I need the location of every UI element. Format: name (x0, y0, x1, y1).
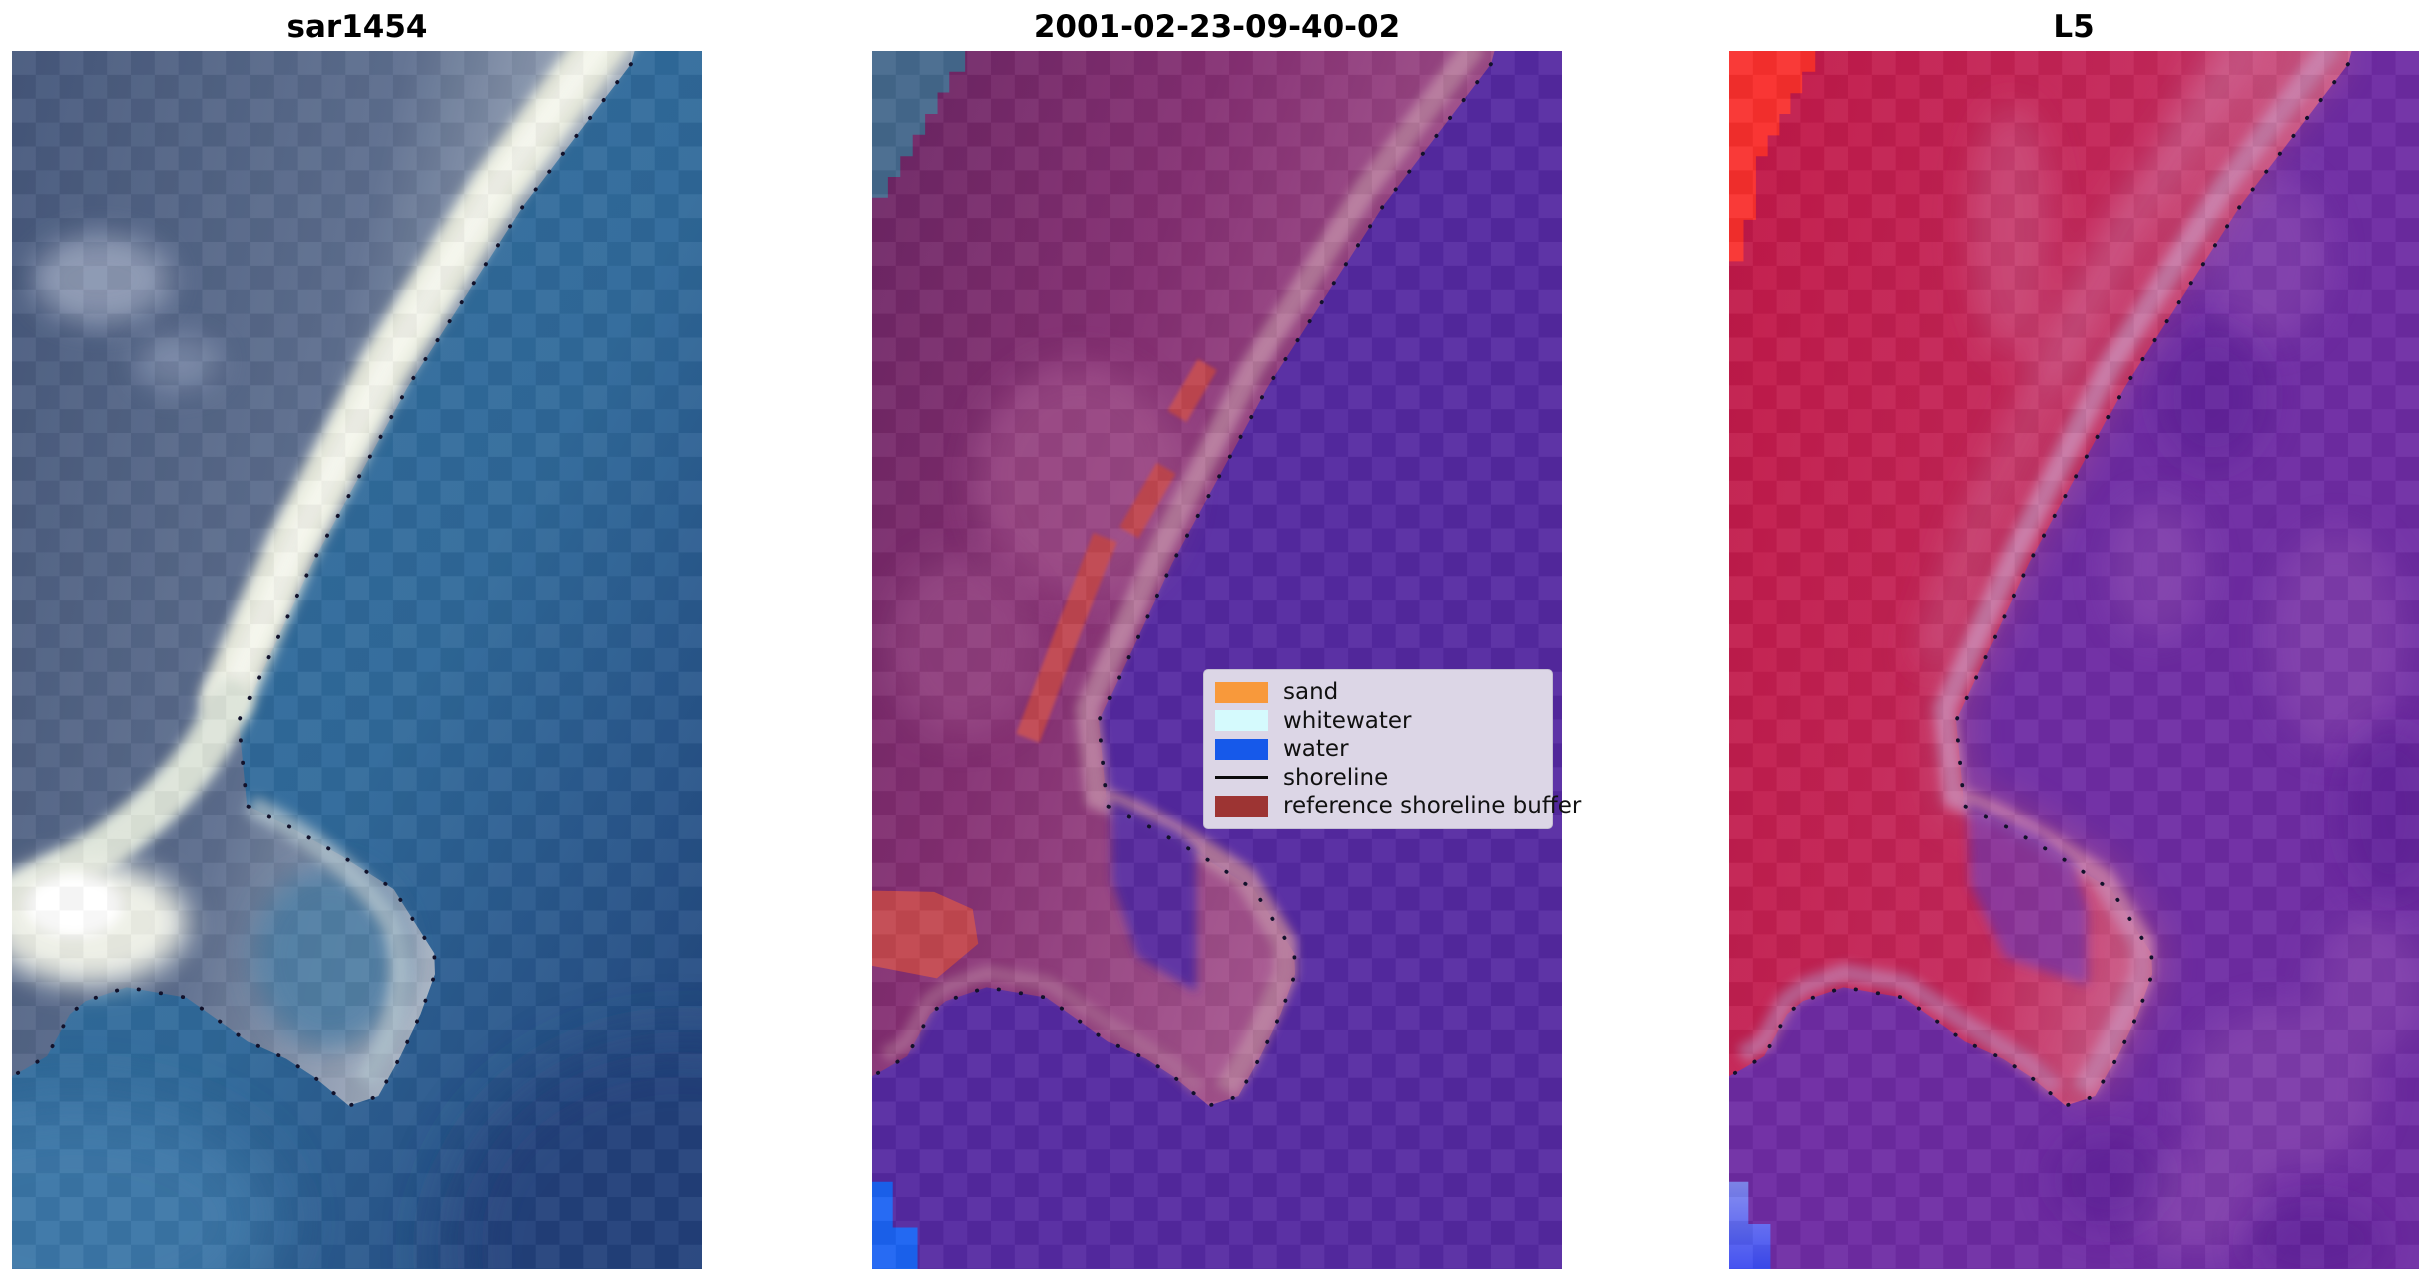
panel-classified: 2001-02-23-09-40-02 (872, 9, 1581, 1269)
panel-l5: L5 (1729, 9, 2419, 1269)
l5-image (1729, 51, 2419, 1269)
legend-item-reference-shoreline-buffer: reference shoreline buffer (1215, 793, 1581, 819)
panel-title: L5 (2053, 9, 2095, 45)
legend-swatch-buffer (1215, 795, 1268, 817)
legend-label: reference shoreline buffer (1283, 793, 1582, 819)
legend-label: whitewater (1283, 707, 1412, 734)
pixelation-overlay (1729, 51, 2419, 1269)
legend-item-whitewater: whitewater (1215, 708, 1542, 734)
legend-item-sand: sand (1215, 679, 1542, 705)
legend-label: shoreline (1283, 764, 1389, 791)
legend-item-shoreline: shoreline (1215, 765, 1542, 791)
classified-image (872, 51, 1562, 1269)
panel-title: sar1454 (286, 9, 428, 45)
legend-swatch-whitewater (1215, 710, 1268, 731)
pixelation-overlay (872, 51, 1562, 1269)
legend: sand whitewater water shoreline referenc… (1203, 669, 1581, 829)
legend-label: water (1283, 736, 1349, 762)
legend-item-water: water (1215, 736, 1542, 762)
legend-swatch-shoreline-line (1215, 776, 1268, 779)
legend-swatch-sand (1215, 681, 1268, 703)
panel-sar1454: sar1454 (12, 9, 702, 1269)
legend-swatch-water (1215, 738, 1268, 760)
pixelation-overlay (12, 51, 702, 1269)
panel-title: 2001-02-23-09-40-02 (1033, 9, 1401, 45)
sar-image (12, 51, 702, 1269)
legend-label: sand (1283, 679, 1339, 705)
